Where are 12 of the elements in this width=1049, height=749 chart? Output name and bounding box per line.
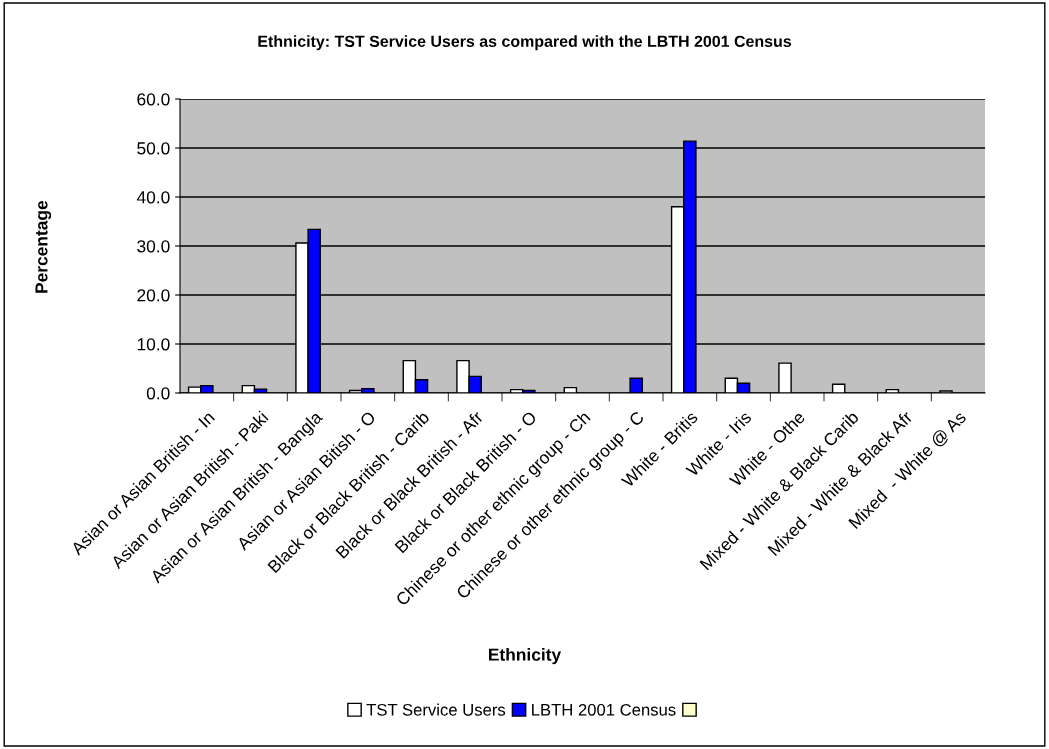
chart-title: Ethnicity: TST Service Users as compared with the LBTH 2001 Census [258, 35, 792, 51]
x-axis-title: Ethnicity [489, 648, 562, 665]
y-tick-label: 60.0 [137, 93, 170, 106]
y-tick-label: 10.0 [137, 338, 170, 351]
y-tick-label: 40.0 [136, 191, 170, 204]
legend-label: LBTH 2001 Census [532, 703, 676, 716]
y-tick-label: 50.0 [137, 142, 170, 155]
y-tick-label: 30.0 [137, 240, 170, 253]
y-axis-title: Percentage [35, 200, 52, 293]
y-tick-label: 0.0 [146, 387, 170, 400]
y-tick-label: 20.0 [137, 289, 170, 302]
legend-label: TST Service Users [366, 703, 506, 716]
